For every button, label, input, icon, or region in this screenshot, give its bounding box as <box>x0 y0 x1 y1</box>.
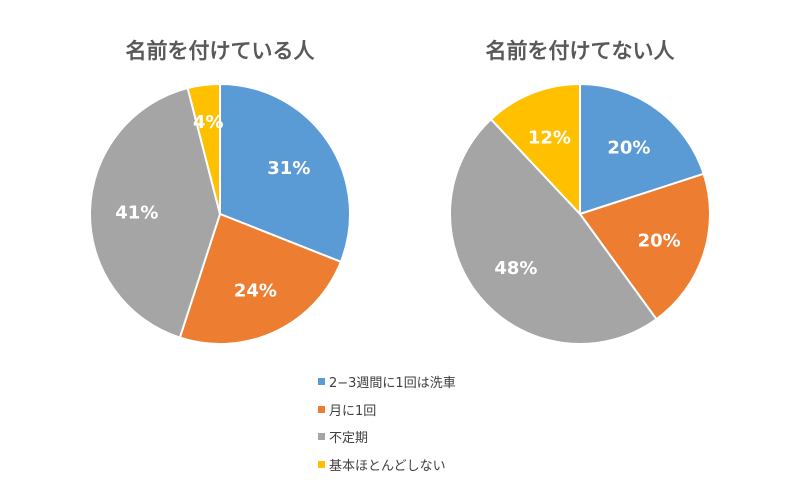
pie-slice <box>489 82 581 217</box>
legend: 2−3週間に1回は洗車 月に1回 不定期 基本ほとんどしない <box>318 368 456 478</box>
legend-swatch-icon <box>318 378 325 386</box>
slice-percent-label: 12% <box>528 128 571 149</box>
slice-percent-label: 31% <box>267 158 310 179</box>
chart-title-right: 名前を付けてない人 <box>486 39 675 63</box>
legend-swatch-icon <box>318 460 325 468</box>
slice-percent-label: 24% <box>234 280 277 301</box>
legend-item: 不定期 <box>318 423 456 451</box>
slice-percent-label: 4% <box>193 112 224 133</box>
legend-swatch-icon <box>318 433 325 441</box>
pie-slice <box>178 212 343 345</box>
legend-label: 月に1回 <box>329 403 377 419</box>
pie-slice <box>219 82 351 264</box>
legend-label: 2−3週間に1回は洗車 <box>329 376 456 392</box>
pie-chart-right: 20% 20% 48% 12% <box>449 82 711 345</box>
slice-percent-label: 48% <box>494 258 537 279</box>
legend-swatch-icon <box>318 405 325 413</box>
pie-slice <box>89 86 222 339</box>
legend-item: 2−3週間に1回は洗車 <box>318 368 456 396</box>
slice-percent-label: 20% <box>607 138 650 159</box>
pie-slice <box>578 172 711 321</box>
legend-label: 不定期 <box>329 431 369 447</box>
slice-percent-label: 20% <box>638 231 681 252</box>
legend-item: 基本ほとんどしない <box>318 451 456 479</box>
pie-slice <box>579 82 705 216</box>
legend-label: 基本ほとんどしない <box>329 458 446 474</box>
legend-item: 月に1回 <box>318 396 456 424</box>
slice-percent-label: 41% <box>115 202 158 223</box>
chart-title-left: 名前を付けている人 <box>126 39 315 63</box>
pie-slice <box>186 82 221 215</box>
pie-chart-left: 31% 24% 41% 4% <box>89 82 351 345</box>
pie-slice <box>449 117 658 345</box>
